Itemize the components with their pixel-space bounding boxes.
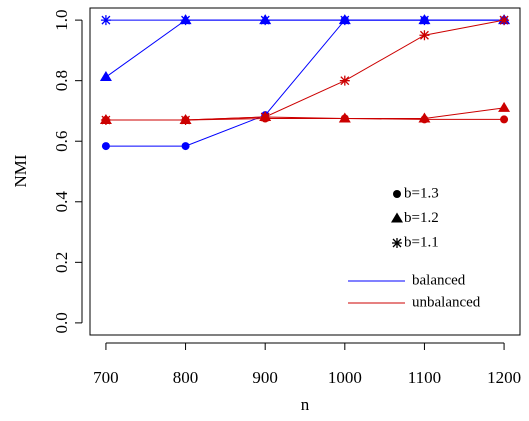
point xyxy=(500,115,509,124)
x-tick-label: 1200 xyxy=(487,368,521,387)
point xyxy=(339,15,350,26)
y-tick-label: 0.6 xyxy=(52,131,71,152)
y-tick-label: 0.2 xyxy=(52,252,71,273)
point xyxy=(419,30,430,41)
legend-label: balanced xyxy=(412,272,466,288)
point xyxy=(419,15,430,26)
point xyxy=(180,115,191,126)
x-tick-label: 800 xyxy=(173,368,199,387)
y-tick-label: 0.8 xyxy=(52,70,71,91)
point xyxy=(100,15,111,26)
legend-symbol xyxy=(391,212,403,223)
point xyxy=(181,142,190,151)
point xyxy=(498,101,511,112)
point xyxy=(338,112,351,123)
point xyxy=(180,15,191,26)
plot-box xyxy=(89,7,521,336)
y-tick-label: 1.0 xyxy=(52,9,71,30)
x-tick-label: 700 xyxy=(93,368,119,387)
x-tick-label: 900 xyxy=(252,368,278,387)
point xyxy=(100,115,111,126)
y-tick-label: 0.4 xyxy=(52,191,71,213)
series-line xyxy=(105,107,505,121)
series-line xyxy=(105,19,505,78)
series-line xyxy=(105,19,505,121)
legend-label: unbalanced xyxy=(412,294,481,310)
legend-symbol xyxy=(393,190,401,198)
point xyxy=(260,112,271,122)
y-tick-label: 0.0 xyxy=(52,312,71,333)
point xyxy=(499,15,510,26)
legend-label: b=1.3 xyxy=(404,185,439,201)
point xyxy=(101,142,110,151)
point xyxy=(339,75,350,86)
point xyxy=(99,71,112,82)
point xyxy=(418,112,431,123)
x-axis-label: n xyxy=(301,395,310,414)
legend-symbol xyxy=(392,238,402,248)
x-tick-label: 1100 xyxy=(408,368,441,387)
legend-label: b=1.2 xyxy=(404,210,439,226)
series-line xyxy=(105,19,505,147)
y-axis-label: NMI xyxy=(11,154,30,187)
x-tick-label: 1000 xyxy=(328,368,362,387)
point xyxy=(260,15,271,26)
legend-label: b=1.1 xyxy=(404,234,439,250)
